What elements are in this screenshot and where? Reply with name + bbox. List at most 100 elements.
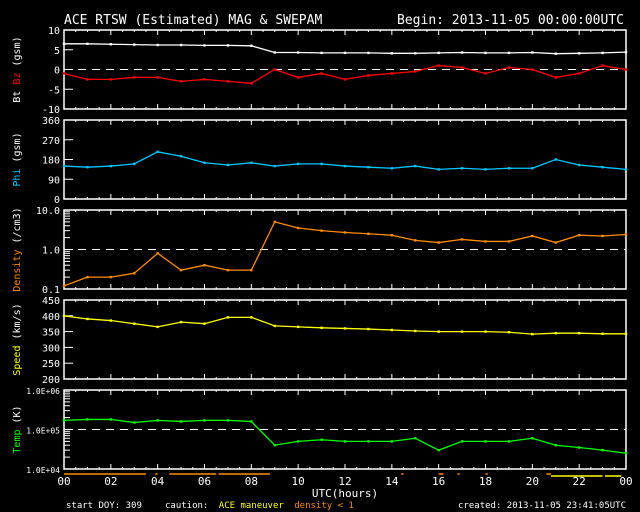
data-point-temp (507, 440, 511, 443)
data-point-bt (62, 42, 66, 46)
x-tick-label: 12 (338, 475, 351, 488)
x-tick-label: 00 (57, 475, 70, 488)
data-point-bt (507, 51, 511, 55)
data-point-temp (624, 452, 628, 455)
data-point-phi (109, 164, 113, 168)
data-point-phi (133, 162, 136, 166)
y-axis-label: Bt Bz (gsm) (12, 36, 23, 102)
y-label-part: Phi (12, 169, 23, 187)
data-point-speed (156, 325, 159, 329)
data-point-speed (203, 322, 206, 325)
y-tick-label: -5 (48, 85, 60, 96)
data-point-bz (531, 68, 534, 71)
data-point-speed (601, 332, 604, 336)
maneuver-legend: ACE maneuver (219, 501, 285, 511)
data-point-speed (296, 325, 300, 329)
x-tick-label: 06 (198, 475, 211, 488)
y-tick-label: 0 (54, 195, 60, 206)
y-tick-label: 1.0E+06 (26, 387, 60, 396)
y-tick-label: 180 (42, 156, 60, 167)
y-tick-label: 270 (42, 136, 60, 147)
data-point-bt (624, 50, 628, 54)
data-point-bz (507, 66, 511, 69)
data-point-temp (109, 418, 113, 421)
data-point-density (133, 272, 136, 275)
y-tick-label: 350 (42, 328, 60, 339)
data-point-bt (320, 51, 323, 55)
y-tick-label: 10.0 (36, 206, 60, 217)
x-tick-label: 02 (104, 475, 117, 488)
data-point-temp (273, 444, 276, 447)
data-point-temp (226, 419, 230, 422)
chart-title: ACE RTSW (Estimated) MAG & SWEPAM (64, 13, 322, 28)
caution-label: caution: ACE maneuver density < 1 (165, 501, 354, 511)
y-tick-label: 1.0E+05 (26, 427, 60, 436)
data-point-phi (531, 167, 534, 170)
data-point-bz (460, 66, 464, 69)
x-tick-label: 18 (479, 475, 492, 488)
data-point-density (156, 252, 159, 255)
y-label-part: (km/s) (12, 303, 23, 345)
data-point-phi (343, 164, 347, 168)
y-label-part: (gsm) (12, 36, 23, 72)
data-point-bt (414, 52, 417, 55)
data-point-bz (86, 78, 89, 81)
y-label-part: (K) (12, 405, 23, 429)
data-point-temp (601, 448, 604, 452)
data-point-density (460, 238, 464, 241)
y-tick-label: 250 (42, 359, 60, 370)
data-point-temp (133, 421, 136, 424)
data-point-phi (226, 163, 230, 167)
data-point-temp (414, 437, 417, 440)
data-point-speed (554, 331, 557, 335)
data-point-phi (156, 150, 159, 154)
begin-time: Begin: 2013-11-05 00:00:00UTC (397, 13, 624, 28)
density-legend: density < 1 (294, 501, 354, 511)
data-point-speed (390, 328, 394, 332)
data-point-bt (460, 51, 464, 54)
data-point-density (62, 284, 66, 288)
data-point-speed (179, 320, 183, 324)
series-line-speed (63, 315, 626, 335)
y-tick-label: 1.0 (42, 246, 60, 257)
data-point-phi (414, 164, 417, 168)
data-point-bt (484, 51, 487, 55)
data-point-density (484, 240, 487, 243)
data-point-bz (414, 70, 417, 73)
y-axis-label: Speed (km/s) (12, 303, 23, 375)
data-point-bz (484, 72, 487, 75)
x-tick-label: 04 (151, 475, 165, 488)
data-point-density (320, 229, 323, 232)
data-point-temp (531, 437, 534, 440)
x-tick-label: 14 (385, 475, 399, 488)
data-point-bz (390, 72, 394, 75)
data-point-density (273, 220, 276, 224)
x-tick-label: 22 (573, 475, 586, 488)
y-tick-label: 0 (54, 66, 60, 77)
data-point-density (226, 268, 230, 272)
series-line-temp (63, 418, 627, 454)
data-point-temp (250, 420, 253, 423)
panel-frame (63, 299, 627, 380)
y-tick-label: 400 (42, 312, 60, 323)
y-tick-label: 300 (42, 343, 60, 354)
data-point-density (554, 241, 557, 244)
data-point-phi (250, 161, 253, 164)
data-point-speed (250, 316, 253, 319)
data-point-density (437, 241, 440, 244)
x-tick-label: 10 (292, 475, 305, 488)
data-point-bz (179, 80, 183, 83)
data-point-temp (62, 419, 66, 422)
y-tick-label: 200 (42, 375, 60, 386)
data-point-bt (86, 42, 89, 46)
data-point-phi (179, 155, 183, 158)
data-point-bz (343, 78, 347, 81)
panel-frame (63, 119, 627, 200)
data-point-bt (296, 51, 300, 54)
x-axis-label: UTC(hours) (312, 487, 378, 500)
data-point-phi (367, 165, 370, 169)
data-point-speed (343, 327, 347, 330)
data-point-density (577, 234, 581, 237)
data-point-phi (554, 158, 557, 161)
data-point-phi (273, 164, 276, 168)
